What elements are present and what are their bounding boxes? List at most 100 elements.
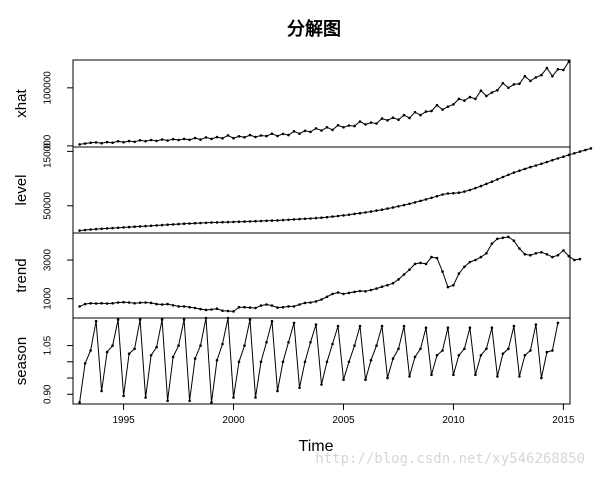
chart-title: 分解图 [287,18,341,40]
series-line-season [79,317,559,403]
data-point-trend [237,305,241,309]
data-point-level [237,220,241,223]
data-point-level [397,205,400,208]
data-point-level [226,220,230,224]
data-point-season [265,341,268,344]
data-point-season [221,342,224,346]
data-point-level [523,167,527,171]
data-point-xhat [325,126,329,129]
data-point-xhat [254,135,257,139]
data-point-trend [281,305,285,309]
data-point-trend [166,302,169,306]
data-point-trend [215,307,219,311]
data-point-season [309,341,312,344]
data-point-trend [309,301,312,304]
y-axis-label-season: season [13,337,30,385]
data-point-xhat [287,133,290,137]
data-point-level [485,182,488,186]
data-point-trend [199,307,202,311]
series-line-trend [79,236,580,312]
data-point-xhat [342,126,345,129]
data-point-trend [204,308,208,312]
data-point-xhat [309,130,312,134]
data-point-xhat [347,124,351,127]
x-tick-label: 1995 [112,415,135,426]
data-point-season [204,316,208,320]
data-point-trend [265,303,268,306]
x-axis-label: Time [299,438,334,455]
data-point-xhat [419,113,422,117]
data-point-level [204,221,208,225]
data-point-trend [188,305,191,309]
data-point-season [402,324,406,328]
data-point-season [364,378,367,382]
data-point-xhat [160,138,164,141]
data-point-season [441,349,444,352]
data-point-trend [562,249,565,252]
data-point-level [166,223,169,226]
y-tick-label-xhat: 100000 [43,71,54,105]
data-point-level [435,194,439,198]
data-point-trend [270,304,274,307]
data-point-season [512,324,516,328]
y-tick-label-level: 150000 [43,134,54,168]
data-point-level [490,180,494,183]
data-point-season [397,347,400,351]
panel-season: 0.90 1.05 season [13,316,571,405]
data-point-trend [578,257,582,261]
data-point-xhat [375,122,378,125]
data-point-trend [441,270,444,273]
series-line-level [79,147,592,232]
data-point-trend [177,305,180,308]
data-point-trend [496,237,499,241]
data-point-xhat [116,140,120,143]
data-point-xhat [430,109,433,113]
data-point-trend [468,260,472,264]
data-point-level [100,227,103,231]
data-point-season [380,324,384,328]
data-point-level [562,155,565,158]
y-tick-label-level: 50000 [43,191,54,219]
data-point-xhat [248,133,252,137]
data-point-season [298,386,301,390]
data-point-xhat [204,136,208,139]
data-point-level [303,217,307,221]
data-point-season [325,360,329,364]
y-axis-label-trend: trend [13,258,30,292]
data-point-season [496,375,499,378]
data-point-trend [573,258,576,262]
data-point-trend [133,302,136,305]
data-point-trend [457,272,461,275]
data-point-xhat [122,140,125,144]
data-point-season [523,354,527,357]
y-tick-label-xhat: 0 [43,143,54,149]
data-point-xhat [314,127,318,130]
data-point-xhat [474,97,477,101]
data-point-trend [116,301,120,304]
data-point-xhat [78,143,81,146]
data-point-season [270,319,274,323]
data-point-level [94,227,98,231]
data-point-trend [358,289,362,293]
data-point-level [171,223,175,226]
data-point-level [573,152,576,155]
data-point-season [391,357,395,360]
data-point-trend [276,306,279,309]
data-point-level [518,169,521,172]
data-point-trend [100,302,103,305]
data-point-season [468,326,472,330]
data-point-level [243,220,246,223]
data-point-xhat [496,88,499,92]
data-point-level [276,219,279,222]
data-point-xhat [490,91,494,94]
data-point-xhat [193,136,197,140]
data-point-xhat [83,142,87,145]
data-point-trend [446,285,450,289]
data-point-level [122,226,125,229]
data-point-season [127,352,131,356]
data-point-level [551,158,554,162]
data-point-xhat [155,139,158,143]
data-point-trend [402,273,406,276]
data-point-season [342,378,345,382]
